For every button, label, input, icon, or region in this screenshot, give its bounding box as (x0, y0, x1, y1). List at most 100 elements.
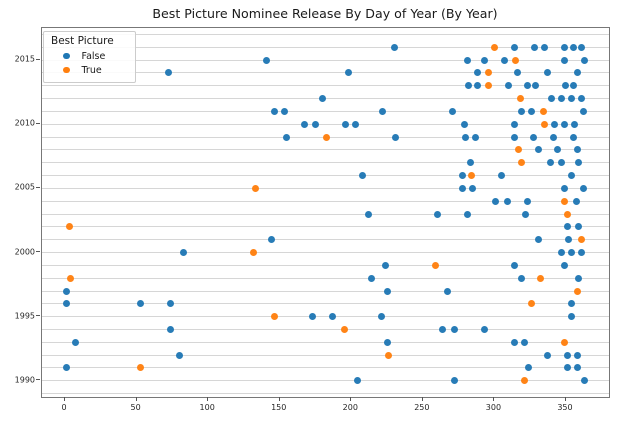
y-tick-label: 1990 (14, 375, 35, 385)
gridline-year (42, 303, 609, 305)
scatter-point-false (561, 43, 569, 51)
scatter-point-false (463, 210, 471, 218)
scatter-point-true (137, 364, 145, 372)
scatter-point-false (500, 56, 508, 64)
scatter-point-false (575, 274, 583, 282)
scatter-point-true (520, 377, 528, 385)
x-tick-label: 350 (557, 403, 573, 412)
scatter-point-false (568, 172, 576, 180)
legend-swatch-icon (63, 52, 70, 60)
scatter-point-false (469, 184, 477, 192)
scatter-point-false (344, 69, 352, 77)
scatter-point-false (543, 351, 551, 359)
y-tick-mark (36, 122, 40, 124)
x-tick-label: 300 (485, 403, 502, 412)
scatter-point-true (485, 69, 493, 77)
gridline-year (42, 239, 609, 241)
scatter-point-false (459, 184, 467, 192)
scatter-point-false (510, 43, 518, 51)
scatter-point-false (449, 107, 457, 115)
gridline-year (42, 213, 609, 215)
y-tick-mark (36, 315, 40, 317)
scatter-point-false (466, 159, 474, 167)
scatter-point-false (579, 184, 587, 192)
gridline-year (42, 187, 609, 189)
scatter-point-false (551, 120, 559, 128)
scatter-point-true (539, 107, 547, 115)
scatter-point-false (312, 120, 320, 128)
scatter-point-false (573, 146, 581, 154)
gridline-year (42, 59, 609, 61)
scatter-point-true (323, 133, 331, 141)
scatter-point-false (309, 313, 317, 321)
scatter-point-false (510, 120, 518, 128)
legend-title: Best Picture (51, 35, 114, 47)
scatter-point-true (270, 313, 278, 321)
scatter-point-true (541, 120, 549, 128)
scatter-point-true (432, 261, 440, 269)
scatter-point-false (439, 326, 447, 333)
legend-item-true: True (50, 63, 129, 77)
scatter-point-false (267, 236, 275, 244)
legend: Best Picture False True (43, 31, 136, 83)
scatter-point-false (492, 197, 500, 205)
scatter-point-false (568, 95, 576, 103)
legend-label: True (81, 64, 102, 76)
gridline-year (42, 329, 609, 330)
scatter-point-true (536, 274, 544, 282)
scatter-point-false (558, 95, 566, 103)
scatter-point-false (383, 338, 391, 346)
scatter-point-false (62, 287, 70, 295)
scatter-point-false (71, 338, 79, 346)
gridline-year (42, 380, 609, 382)
scatter-point-false (532, 82, 540, 90)
scatter-point-false (473, 82, 481, 90)
scatter-point-false (472, 133, 480, 141)
scatter-point-false (573, 364, 581, 372)
gridline-year (42, 226, 609, 228)
gridline-year (42, 200, 609, 202)
plot-area (41, 27, 610, 398)
scatter-point-false (510, 133, 518, 141)
x-tick-mark (421, 397, 423, 401)
scatter-point-false (541, 43, 549, 51)
scatter-point-false (280, 107, 288, 115)
scatter-point-false (450, 377, 458, 385)
y-tick-mark (36, 379, 40, 381)
scatter-point-false (505, 82, 513, 90)
gridline-year (42, 175, 609, 177)
scatter-point-false (390, 43, 398, 51)
scatter-point-false (137, 300, 145, 308)
scatter-point-false (510, 261, 518, 269)
y-tick-label: 2000 (14, 247, 35, 257)
scatter-point-false (548, 95, 556, 103)
scatter-point-false (462, 133, 470, 141)
scatter-point-false (558, 249, 566, 257)
scatter-point-false (535, 236, 543, 244)
x-tick-label: 100 (199, 403, 215, 412)
gridline-year (42, 162, 609, 164)
scatter-point-false (563, 351, 571, 359)
scatter-point-false (460, 120, 468, 128)
scatter-point-false (518, 274, 526, 282)
scatter-point-false (180, 249, 188, 257)
scatter-point-true (578, 236, 586, 244)
scatter-point-false (572, 197, 580, 205)
scatter-point-false (561, 56, 569, 64)
scatter-point-false (383, 287, 391, 295)
scatter-point-false (579, 107, 587, 115)
gridline-year (42, 123, 609, 125)
scatter-point-false (578, 43, 586, 51)
scatter-point-false (364, 210, 372, 218)
x-tick-mark (564, 397, 566, 401)
scatter-point-false (561, 184, 569, 192)
y-tick-label: 1995 (14, 311, 35, 321)
scatter-point-false (561, 120, 569, 128)
scatter-point-false (498, 172, 506, 180)
scatter-point-false (573, 69, 581, 77)
y-tick-mark (36, 186, 40, 188)
scatter-point-false (581, 377, 589, 385)
scatter-point-false (300, 120, 308, 128)
scatter-point-false (549, 133, 557, 141)
scatter-point-false (367, 274, 375, 282)
